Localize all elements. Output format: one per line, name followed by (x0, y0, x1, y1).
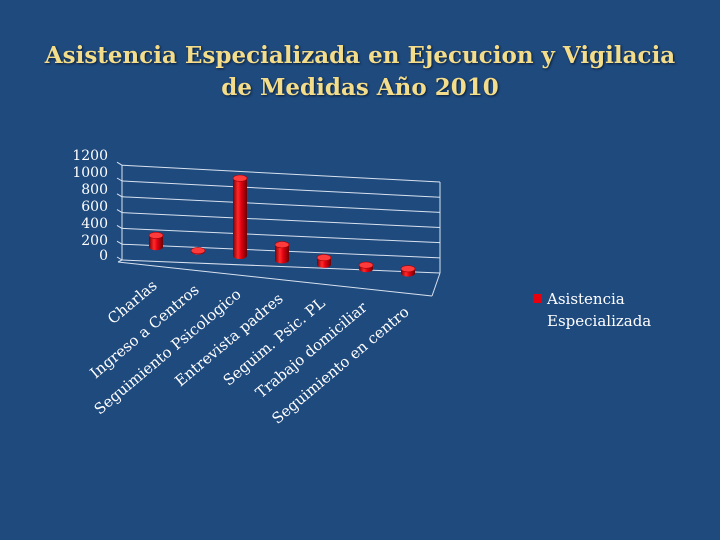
chart-bars (148, 174, 416, 277)
y-tick-label: 1000 (72, 165, 108, 181)
gridline-tick (116, 256, 123, 261)
y-tick-label: 400 (81, 216, 108, 232)
gridline (121, 180, 441, 198)
bar-body (149, 235, 163, 251)
y-tick-label: 600 (81, 199, 108, 215)
y-tick-label: 800 (81, 182, 108, 198)
gridline (121, 212, 441, 229)
bar (358, 261, 374, 273)
chart-grid (116, 161, 441, 297)
bar-top (190, 247, 206, 255)
bar-top (358, 261, 374, 269)
slide-title-line-1: Asistencia Especializada en Ejecucion y … (44, 42, 676, 69)
bar-top (274, 241, 290, 249)
gridline-tick (116, 161, 123, 166)
bar (232, 174, 248, 259)
y-tick-label: 200 (81, 233, 108, 249)
bar (400, 265, 416, 277)
bar-body (275, 244, 289, 264)
legend-label-line-2: Especializada (547, 312, 651, 330)
gridline-tick (116, 209, 123, 214)
gridline (121, 259, 441, 274)
gridline-tick (116, 224, 123, 229)
slide-title-line-2: de Medidas Año 2010 (221, 74, 499, 101)
gridline-tick (116, 240, 123, 245)
gridline (121, 164, 441, 183)
floor-right-edge (431, 272, 441, 297)
bar-top (148, 231, 164, 239)
y-tick-label: 1200 (72, 148, 108, 164)
bar-top (400, 265, 416, 273)
gridline-tick (116, 177, 123, 182)
gridline-tick (116, 193, 123, 198)
gridline (121, 227, 441, 244)
bar (316, 254, 332, 268)
legend-swatch (533, 294, 542, 303)
slide-title: Asistencia Especializada en Ejecucion y … (0, 40, 720, 104)
floor-front-edge (117, 261, 433, 297)
chart-legend: Asistencia Especializada (533, 290, 651, 330)
gridline (121, 196, 441, 213)
bar (148, 231, 164, 251)
y-tick-label: 0 (99, 248, 108, 264)
bar-body (233, 178, 247, 259)
bar-top (232, 174, 248, 182)
legend-label-line-1: Asistencia (546, 290, 625, 308)
bar (190, 247, 206, 255)
bar (274, 241, 290, 264)
floor-left-edge (117, 259, 123, 263)
bar-top (316, 254, 332, 262)
